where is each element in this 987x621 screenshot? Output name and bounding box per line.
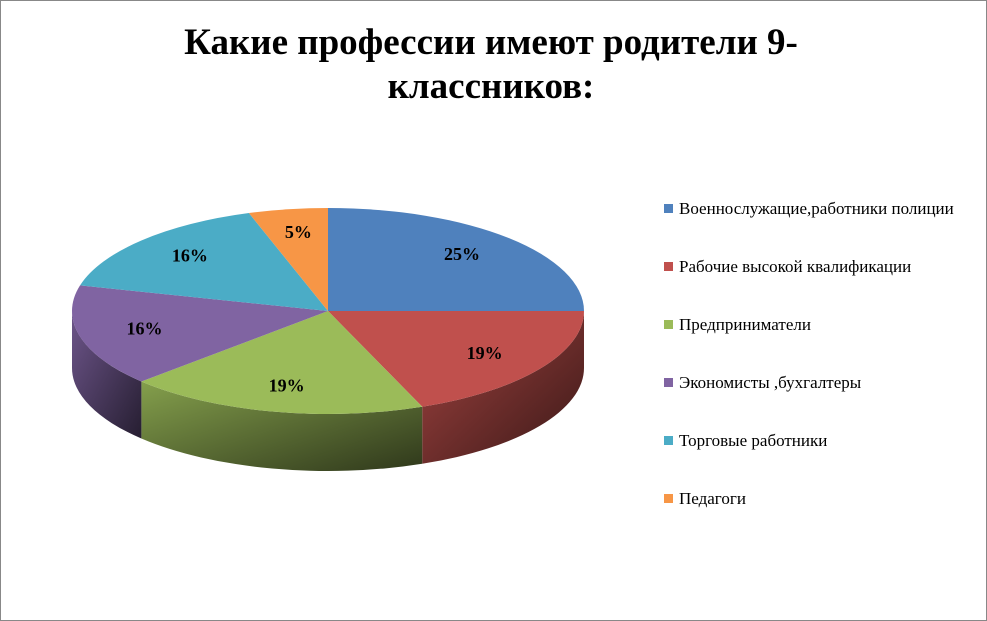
chart-title: Какие профессии имеют родители 9-классни… [184, 22, 798, 107]
legend-item: Торговые работники [664, 430, 974, 488]
pie-slice [248, 208, 328, 311]
legend-swatch [664, 494, 673, 503]
data-label: 19% [269, 376, 305, 396]
pie-slice [72, 285, 329, 382]
legend-swatch [664, 204, 673, 213]
pie-slice [328, 311, 584, 407]
legend-label: Экономисты ,бухгалтеры [679, 373, 862, 392]
pie-side [422, 311, 584, 464]
legend-swatch [664, 378, 673, 387]
legend-label: Педагоги [679, 489, 746, 508]
legend-label: Торговые работники [679, 431, 828, 450]
pie-slice [328, 208, 584, 311]
data-label: 16% [172, 246, 208, 266]
legend: Военнослужащие,работники полиции Рабочие … [664, 198, 974, 546]
pie-side [141, 381, 423, 472]
pie-side [72, 311, 142, 439]
legend-swatch [664, 436, 673, 445]
data-label: 5% [285, 222, 312, 242]
data-label: 25% [444, 244, 480, 264]
legend-swatch [664, 320, 673, 329]
pie-slice [141, 311, 423, 415]
pie-slice [80, 213, 328, 311]
legend-swatch [664, 262, 673, 271]
legend-label: Рабочие высокой квалификации [679, 257, 912, 276]
legend-item: Рабочие высокой квалификации [664, 256, 974, 314]
legend-item: Экономисты ,бухгалтеры [664, 372, 974, 430]
legend-label: Военнослужащие,работники полиции [679, 199, 954, 218]
data-label: 16% [127, 319, 163, 339]
legend-label: Предприниматели [679, 315, 811, 334]
legend-item: Военнослужащие,работники полиции [664, 198, 974, 256]
data-label: 19% [467, 343, 503, 363]
legend-item: Педагоги [664, 488, 974, 546]
legend-item: Предприниматели [664, 314, 974, 372]
